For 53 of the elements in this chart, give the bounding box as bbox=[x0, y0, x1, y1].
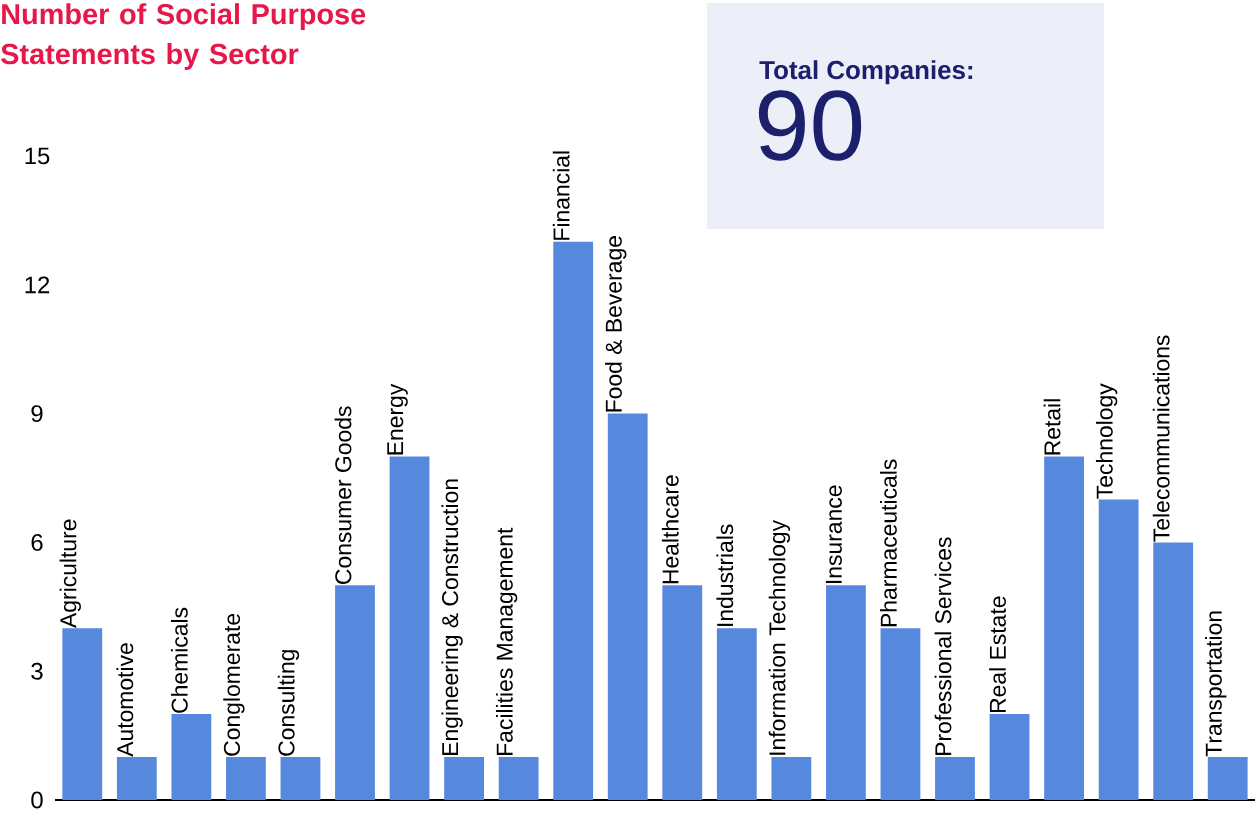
x-tick-label: Industrials bbox=[716, 524, 734, 626]
x-tick-label: Facilities Management bbox=[495, 527, 518, 755]
y-tick-label: 15 bbox=[25, 147, 50, 165]
x-tick-label: Healthcare bbox=[661, 475, 679, 584]
bar bbox=[716, 628, 757, 800]
bar bbox=[825, 585, 866, 800]
y-tick-label: 0 bbox=[31, 791, 43, 809]
chart-title: Number of Social Purpose Statements by Sector bbox=[1, 3, 366, 70]
bar bbox=[498, 757, 539, 800]
bar bbox=[771, 757, 812, 800]
bar bbox=[880, 628, 921, 800]
bar bbox=[389, 456, 430, 800]
x-tick-label: Chemicals bbox=[170, 607, 188, 713]
x-tick-label: Insurance bbox=[825, 485, 842, 584]
bar bbox=[335, 585, 375, 800]
x-tick-label: Automotive bbox=[116, 643, 134, 757]
y-tick-label: 3 bbox=[31, 662, 43, 680]
x-tick-label: Financial bbox=[552, 151, 570, 240]
bar bbox=[1098, 499, 1139, 800]
x-tick-label: Transportation bbox=[1205, 611, 1227, 757]
x-tick-label: Real Estate bbox=[989, 596, 1006, 713]
x-tick-label: Telecommunications bbox=[1152, 335, 1170, 542]
bar bbox=[226, 757, 266, 800]
bar bbox=[62, 628, 103, 800]
x-tick-label: Conglomerate bbox=[223, 613, 245, 756]
x-tick-label: Consumer Goods bbox=[334, 406, 352, 584]
x-tick-label: Engineering & Construction bbox=[441, 479, 463, 755]
x-tick-label: Pharmaceuticals bbox=[880, 459, 897, 627]
bar bbox=[1044, 456, 1084, 800]
y-tick-label: 9 bbox=[31, 405, 43, 423]
bar bbox=[280, 757, 321, 800]
x-tick-label: Consulting bbox=[277, 650, 300, 756]
x-tick-label: Professional Services bbox=[934, 537, 952, 755]
annotation: 90 bbox=[758, 90, 862, 161]
bar bbox=[662, 585, 703, 800]
bar bbox=[1153, 542, 1194, 800]
bar bbox=[989, 714, 1030, 800]
y-tick-label: 12 bbox=[25, 276, 50, 294]
x-tick-label: Information Technology bbox=[768, 519, 791, 755]
bar bbox=[553, 241, 594, 800]
y-tick-label: 6 bbox=[31, 533, 43, 551]
bar bbox=[1207, 757, 1248, 800]
x-tick-label: Retail bbox=[1043, 399, 1061, 455]
bar bbox=[171, 714, 212, 800]
x-tick-label: Technology bbox=[1095, 383, 1118, 499]
x-tick-label: Food & Beverage bbox=[605, 236, 627, 412]
bar bbox=[116, 757, 157, 800]
x-tick-label: Energy bbox=[387, 383, 408, 455]
bar bbox=[607, 413, 648, 800]
bar bbox=[444, 757, 484, 800]
x-tick-label: Agriculture bbox=[59, 519, 81, 628]
bar bbox=[935, 757, 975, 800]
text: Total Companies: bbox=[759, 60, 973, 85]
